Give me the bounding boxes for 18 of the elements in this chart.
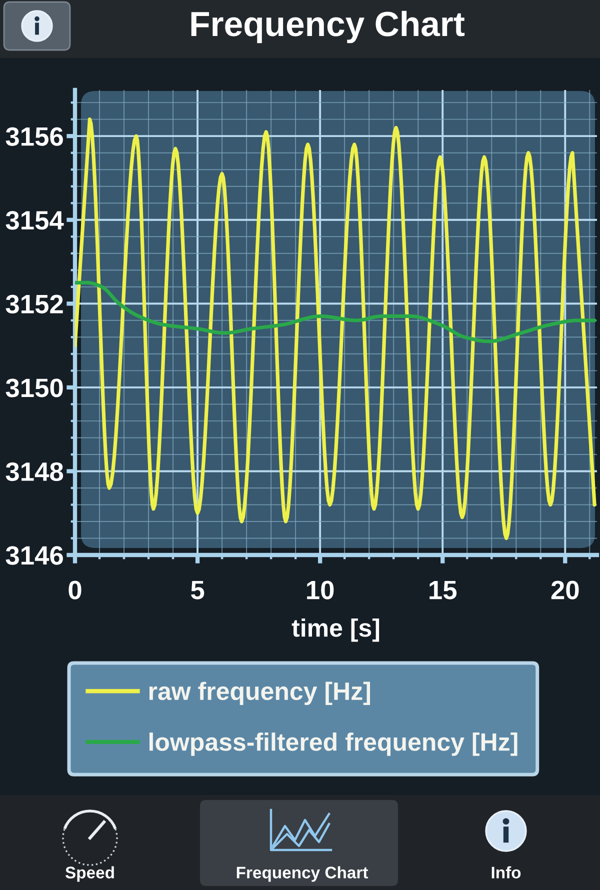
x-tick-label: 5 <box>191 580 204 600</box>
legend-label: lowpass-filtered frequency [Hz] <box>149 732 518 756</box>
text: Frequency Chart <box>236 866 368 882</box>
x-tick-label: 20 <box>551 580 579 600</box>
y-tick-label: 3156 <box>6 127 63 146</box>
x-tick-label: 10 <box>307 580 334 600</box>
x-tick-label: 0 <box>68 580 82 600</box>
y-tick-label: 3148 <box>6 462 64 482</box>
x-axis-title: time [s] <box>292 618 380 642</box>
y-tick-label: 3152 <box>6 294 63 314</box>
y-tick-label: 3154 <box>6 211 64 230</box>
y-tick-label: 3146 <box>6 546 63 565</box>
text: Info <box>492 866 521 878</box>
legend-label: raw frequency [Hz] <box>149 682 370 706</box>
text: Speed <box>65 866 114 882</box>
x-tick-label: 15 <box>430 580 457 600</box>
y-tick-label: 3150 <box>6 378 63 398</box>
chart-title: Frequency Chart <box>191 10 465 44</box>
